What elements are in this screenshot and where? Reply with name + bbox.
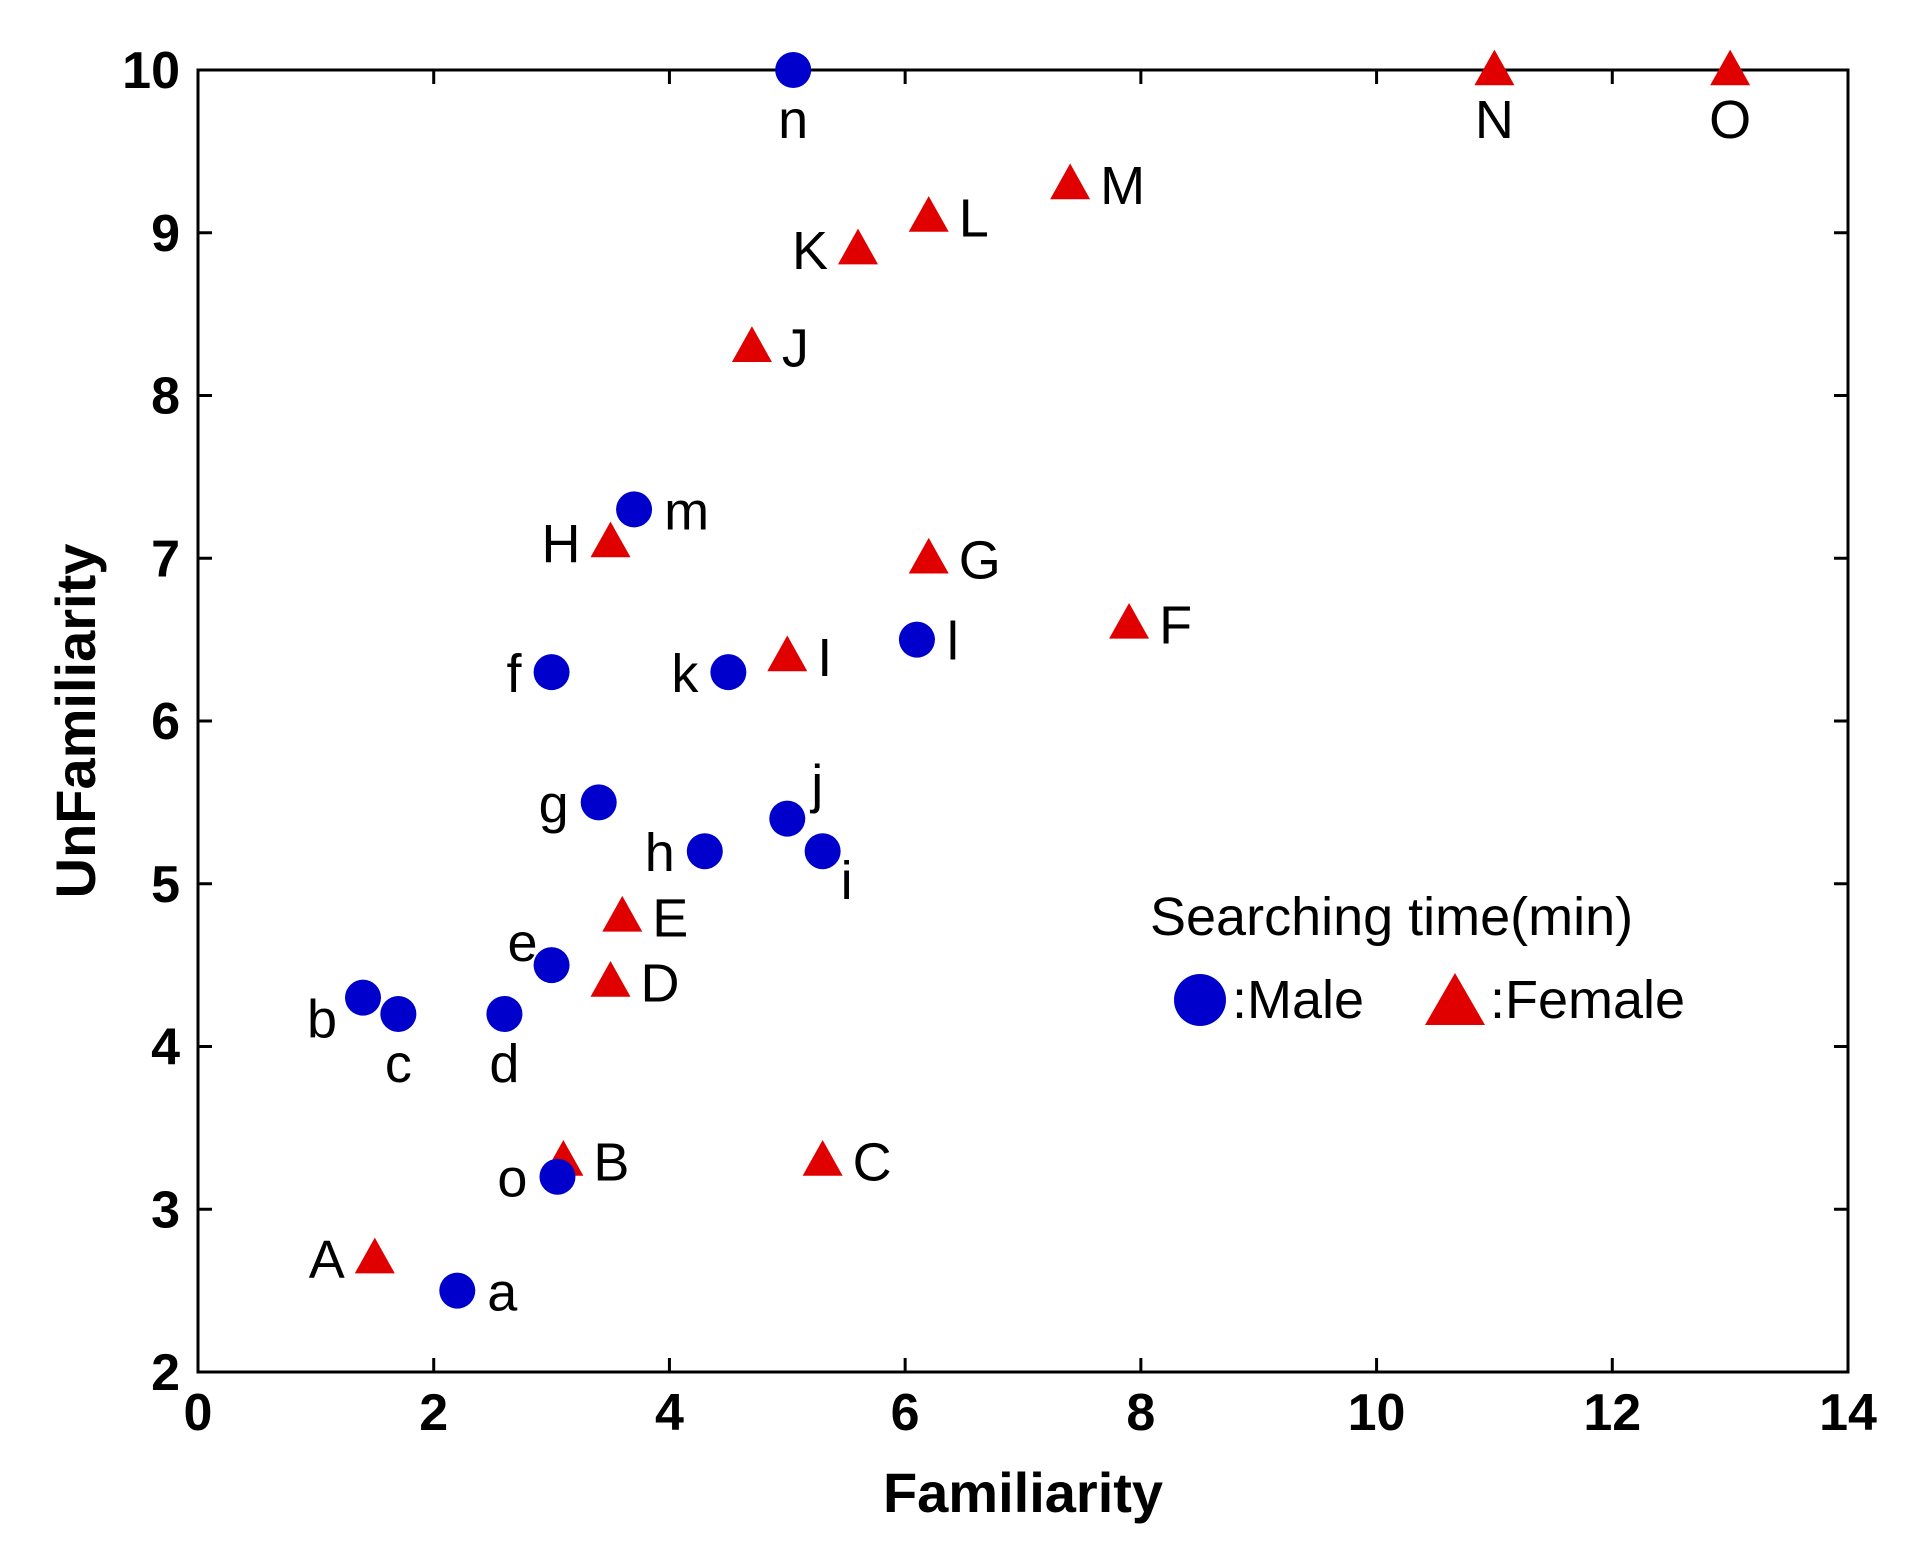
plot-frame	[196, 68, 1850, 1374]
male-point-m	[616, 491, 653, 528]
male-point-j	[769, 800, 806, 837]
female-point-label: B	[593, 1132, 629, 1192]
y-tick-label: 9	[151, 205, 180, 263]
x-tick-label: 4	[655, 1384, 684, 1442]
female-point-label: F	[1159, 595, 1192, 655]
legend-title: Searching time(min)	[1150, 887, 1633, 947]
female-point-C	[802, 1140, 843, 1176]
legend-female-marker	[1425, 973, 1485, 1025]
female-point-D	[590, 961, 631, 997]
female-point-H	[590, 521, 631, 558]
y-tick-label: 8	[151, 368, 180, 426]
male-point-label: g	[539, 774, 569, 834]
male-point-label: b	[307, 990, 337, 1050]
male-point-label: n	[778, 90, 808, 150]
female-point-J	[731, 326, 772, 362]
male-point-b	[345, 979, 381, 1016]
male-point-label: a	[487, 1263, 518, 1323]
female-point-label: G	[959, 530, 1001, 590]
male-point-label: f	[507, 644, 523, 704]
female-point-K	[838, 228, 878, 265]
male-point-d	[486, 995, 523, 1032]
x-axis-label: Familiarity	[883, 1461, 1163, 1524]
male-point-label: k	[671, 644, 699, 704]
female-point-label: C	[853, 1132, 892, 1192]
female-point-label: O	[1709, 90, 1751, 150]
female-point-E	[602, 895, 643, 932]
y-tick-label: 10	[122, 42, 180, 100]
legend-male-marker	[1174, 974, 1226, 1026]
female-point-L	[908, 196, 949, 232]
male-point-n	[775, 52, 812, 88]
y-tick-label: 6	[151, 693, 180, 751]
male-point-h	[686, 833, 723, 870]
female-point-label: D	[641, 953, 680, 1013]
legend-female-label: :Female	[1490, 970, 1685, 1030]
plot-frame-layer	[196, 68, 1850, 1374]
female-point-label: J	[782, 319, 809, 379]
female-point-label: E	[652, 888, 688, 948]
male-point-i	[804, 833, 841, 870]
male-point-label: o	[497, 1149, 527, 1209]
point-labels-layer: A B C DE F G H I JK L M N Oa bc d e f g h ij k l m n o	[307, 90, 1751, 1323]
female-point-O	[1710, 49, 1751, 86]
female-point-label: K	[792, 221, 828, 281]
female-point-label: M	[1100, 156, 1145, 216]
male-point-label: h	[645, 823, 675, 883]
male-point-label: i	[841, 851, 853, 911]
y-tick-label: 2	[151, 1344, 180, 1402]
y-axis-label: UnFamiliarity	[44, 544, 107, 899]
x-tick-label: 6	[891, 1384, 920, 1442]
x-tick-label: 2	[419, 1384, 448, 1442]
male-point-f	[533, 654, 570, 691]
x-tick-label: 14	[1819, 1384, 1877, 1442]
male-point-label: l	[947, 612, 959, 672]
female-point-label: H	[542, 514, 581, 574]
x-tick-label: 10	[1348, 1384, 1406, 1442]
male-point-e	[533, 947, 570, 984]
male-point-o	[539, 1158, 576, 1195]
female-point-A	[354, 1237, 395, 1274]
female-point-label: A	[309, 1230, 345, 1290]
female-point-label: L	[959, 188, 989, 248]
y-tick-label: 4	[151, 1019, 180, 1077]
female-point-F	[1109, 602, 1150, 639]
male-point-label: d	[489, 1034, 519, 1094]
y-tick-label: 7	[151, 530, 180, 588]
male-point-label: e	[508, 913, 538, 973]
legend-male-label: :Male	[1232, 970, 1364, 1030]
x-tick-label: 12	[1583, 1384, 1641, 1442]
female-point-M	[1050, 163, 1091, 200]
female-point-label: I	[817, 628, 832, 688]
female-point-I	[767, 635, 808, 672]
female-point-G	[908, 537, 949, 574]
male-point-l	[898, 621, 935, 658]
male-point-label: j	[809, 755, 823, 815]
x-tick-label: 0	[184, 1384, 213, 1442]
male-point-label: c	[385, 1034, 412, 1094]
male-point-label: m	[664, 481, 709, 541]
male-point-k	[710, 654, 747, 691]
female-point-N	[1474, 49, 1515, 86]
female-point-label: N	[1475, 90, 1514, 150]
legend: Searching time(min) :Male :Female	[1150, 887, 1685, 1030]
male-point-c	[380, 995, 417, 1032]
y-tick-label: 5	[151, 856, 180, 914]
points-layer	[345, 49, 1751, 1309]
male-point-a	[439, 1272, 476, 1309]
x-tick-label: 8	[1126, 1384, 1155, 1442]
y-tick-label: 3	[151, 1181, 180, 1239]
male-point-g	[580, 784, 617, 821]
